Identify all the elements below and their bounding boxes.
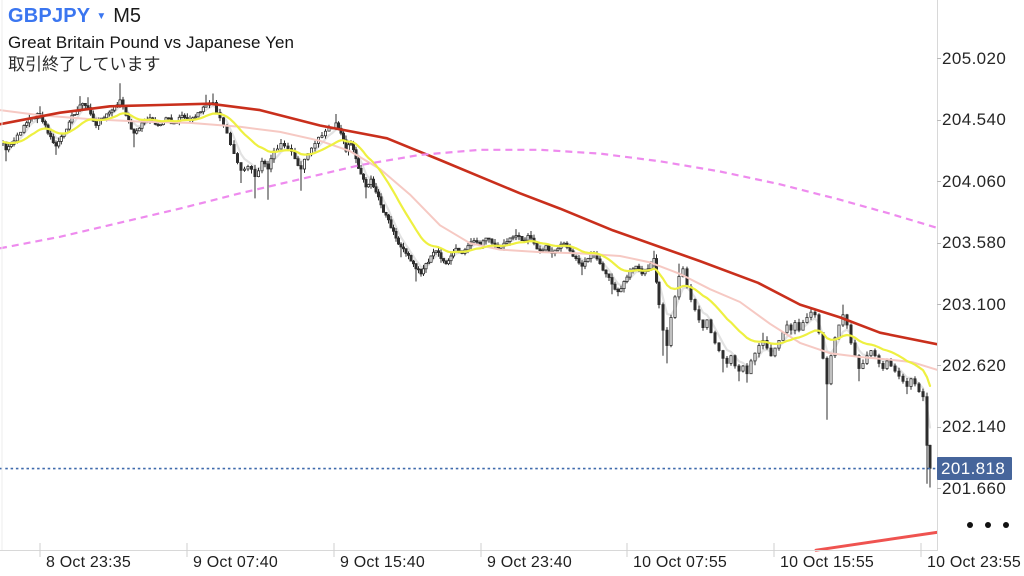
price-tick-label: 203.100 — [942, 294, 1007, 314]
yellow-ma-line — [1, 112, 932, 387]
price-tick-mark — [937, 304, 941, 306]
time-tick-label: 9 Oct 23:40 — [487, 554, 572, 571]
price-scale[interactable]: 205.020 204.540 204.060 203.580 203.100 202.6… — [937, 0, 1024, 550]
price-tick-mark — [937, 365, 941, 367]
last-price-label: 201.818 — [937, 457, 1012, 481]
price-tick-mark — [937, 119, 941, 121]
last-price-value: 201.818 — [941, 458, 1006, 478]
timeframe-label[interactable]: M5 — [113, 5, 142, 27]
ellipsis-icon — [985, 522, 991, 528]
price-tick-label: 204.060 — [942, 171, 1007, 191]
price-tick-mark — [937, 488, 941, 490]
more-options-button[interactable] — [962, 516, 1014, 534]
plot-area[interactable] — [0, 83, 937, 552]
time-tick-label: 9 Oct 15:40 — [340, 554, 425, 571]
time-tick-label: 10 Oct 23:55 — [927, 554, 1022, 571]
time-scale[interactable]: 8 Oct 23:35 9 Oct 07:40 9 Oct 15:40 9 Oct 2… — [0, 551, 1024, 576]
red-ma-line — [0, 102, 937, 346]
price-tick-label: 201.660 — [942, 478, 1007, 498]
ellipsis-icon — [1003, 522, 1009, 528]
aux-red-line — [814, 530, 937, 552]
candlestick-series — [1, 83, 932, 488]
time-tick-label: 10 Oct 07:55 — [633, 554, 728, 571]
symbol-button[interactable]: GBPJPY ▼ — [8, 4, 106, 29]
time-tick-label: 9 Oct 07:40 — [193, 554, 278, 571]
gray-fast-ma-line — [1, 104, 932, 429]
price-tick-label: 204.540 — [942, 110, 1007, 130]
symbol-name: GBPJPY — [8, 5, 91, 27]
chevron-down-icon: ▼ — [96, 11, 107, 23]
symbol-description: Great Britain Pound vs Japanese Yen — [8, 33, 295, 52]
chart-header: GBPJPY ▼ M5 Great Britain Pound vs Japan… — [8, 4, 294, 76]
time-tick-label: 8 Oct 23:35 — [46, 554, 131, 571]
magenta-dashed-ma-line — [0, 148, 937, 250]
price-tick-mark — [937, 181, 941, 183]
price-tick-label: 205.020 — [942, 48, 1007, 68]
price-tick-mark — [937, 242, 941, 244]
ellipsis-icon — [967, 522, 973, 528]
chart-title-row: GBPJPY ▼ M5 — [8, 4, 294, 29]
pink-ma-line — [0, 109, 937, 371]
time-tick-label: 10 Oct 15:55 — [780, 554, 875, 571]
price-tick-mark — [937, 58, 941, 60]
market-closed-status: 取引終了しています — [8, 55, 161, 75]
price-tick-mark — [937, 426, 941, 428]
price-tick-label: 202.140 — [942, 417, 1007, 437]
price-tick-label: 202.620 — [942, 355, 1007, 375]
price-tick-label: 203.580 — [942, 233, 1007, 253]
